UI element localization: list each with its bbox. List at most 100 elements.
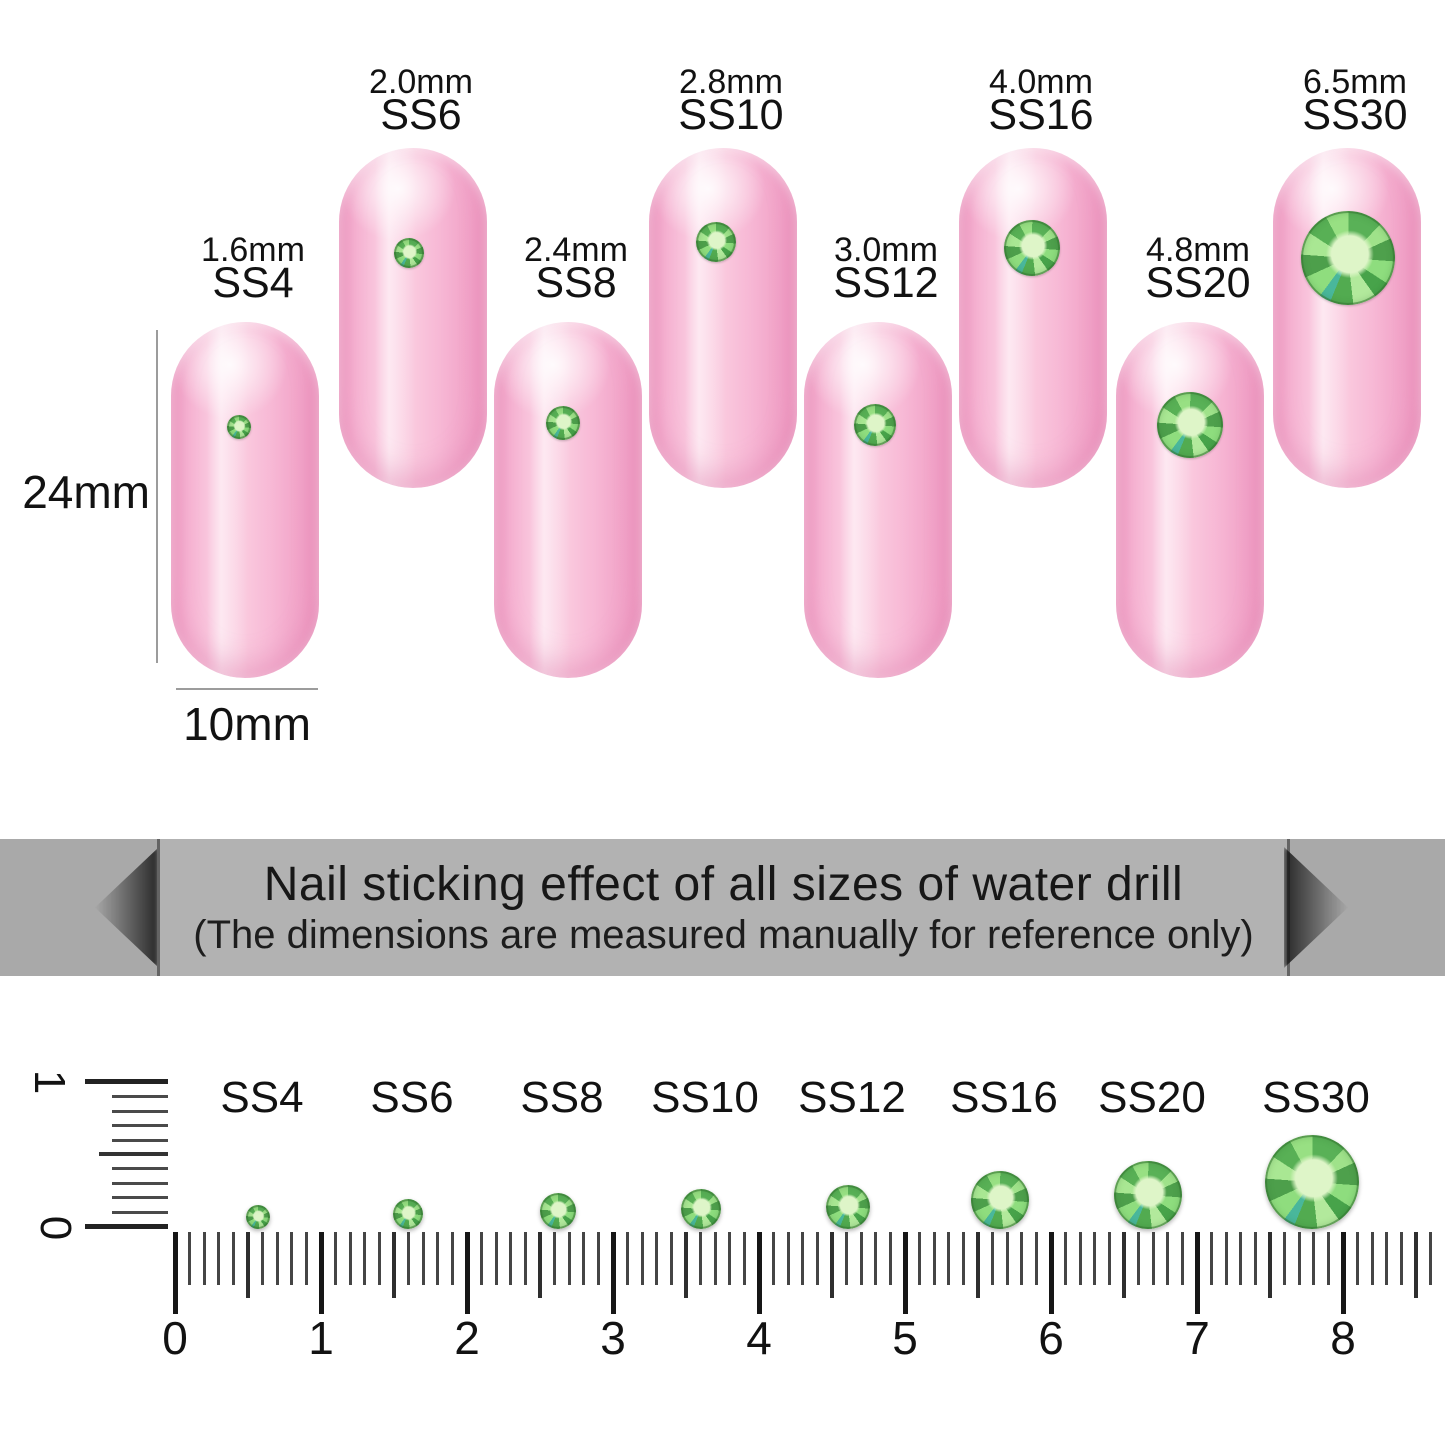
gem-ss10-on-ruler — [681, 1189, 721, 1229]
ruler-tick-mm — [961, 1232, 965, 1285]
ruler-number-0: 0 — [162, 1312, 188, 1364]
ruler-tick-mm — [713, 1232, 717, 1285]
gem-ss16-on-ruler — [971, 1171, 1029, 1229]
ruler-tick-mm — [1370, 1232, 1374, 1285]
nail-ss10 — [649, 148, 797, 488]
vruler-tick-mm — [112, 1167, 168, 1170]
ruler-tick-cm — [318, 1232, 324, 1314]
ruler-tick-cm — [1340, 1232, 1346, 1314]
label-ss12-size: SS12 — [833, 259, 939, 307]
ruler-tick-cm — [172, 1232, 178, 1314]
ruler-tick-mm — [231, 1232, 235, 1285]
ruler-tick-mm — [1239, 1232, 1243, 1285]
gem-ss12-on-nail — [854, 404, 896, 446]
ruler-tick-halfcm — [246, 1232, 250, 1298]
ruler-tick-mm — [363, 1232, 367, 1285]
ruler-tick-mm — [1093, 1232, 1097, 1285]
vruler-tick-mm — [112, 1139, 168, 1142]
ruler-tick-mm — [261, 1232, 265, 1285]
vruler-number-top: 1 — [24, 1069, 74, 1095]
nail-ss16 — [959, 148, 1107, 488]
width-dimension-line — [176, 688, 318, 690]
ruler-tick-mm — [728, 1232, 732, 1285]
vruler-tick-halfcm — [99, 1152, 168, 1156]
nail-ss30 — [1273, 148, 1421, 488]
ruler-tick-mm — [1312, 1232, 1316, 1285]
nail-ss8 — [494, 322, 642, 678]
ruler-number-8: 8 — [1330, 1312, 1356, 1364]
ruler-tick-halfcm — [830, 1232, 834, 1298]
banner-panel: Nail sticking effect of all sizes of wat… — [157, 839, 1290, 976]
gem-ss4-on-nail — [227, 415, 251, 439]
ruler-tick-mm — [596, 1232, 600, 1285]
gem-ss6-on-ruler — [393, 1199, 423, 1229]
gem-ss8-on-nail — [546, 406, 580, 440]
ruler-tick-cm — [610, 1232, 616, 1314]
ruler-tick-mm — [480, 1232, 484, 1285]
gem-ss30-on-ruler — [1265, 1135, 1359, 1229]
label-ss6-size: SS6 — [380, 91, 462, 139]
ruler-tick-mm — [1399, 1232, 1403, 1285]
ruler-tick-cm — [902, 1232, 908, 1314]
ruler-number-2: 2 — [454, 1312, 480, 1364]
label-ss8-ruler: SS8 — [520, 1073, 604, 1122]
ruler-tick-mm — [1151, 1232, 1155, 1285]
width-dimension-label: 10mm — [183, 698, 311, 750]
ruler-number-7: 7 — [1184, 1312, 1210, 1364]
vruler-tick-cm — [85, 1079, 168, 1084]
vruler-tick-mm — [112, 1110, 168, 1113]
nail-ss12 — [804, 322, 952, 678]
ruler-tick-mm — [377, 1232, 381, 1285]
gem-ss30-on-nail — [1301, 211, 1395, 305]
ruler-tick-mm — [1210, 1232, 1214, 1285]
label-ss4-mm: 1.6mm — [201, 231, 305, 269]
ruler-number-4: 4 — [746, 1312, 772, 1364]
ruler-tick-mm — [1297, 1232, 1301, 1285]
ruler-tick-mm — [275, 1232, 279, 1285]
label-ss10-ruler: SS10 — [651, 1073, 759, 1122]
vruler-tick-mm — [112, 1211, 168, 1214]
ruler-tick-mm — [436, 1232, 440, 1285]
label-ss16-mm: 4.0mm — [989, 63, 1093, 101]
ruler-tick-mm — [1107, 1232, 1111, 1285]
gem-ss6-on-nail — [394, 238, 424, 268]
nail-ss20 — [1116, 322, 1264, 678]
ruler-tick-cm — [1048, 1232, 1054, 1314]
ruler-number-3: 3 — [600, 1312, 626, 1364]
ruler-tick-mm — [509, 1232, 513, 1285]
ribbon-fold-right-icon — [1284, 847, 1348, 968]
nail-ss4 — [171, 322, 319, 678]
ruler-number-5: 5 — [892, 1312, 918, 1364]
ruler-tick-mm — [450, 1232, 454, 1285]
ruler-tick-mm — [699, 1232, 703, 1285]
vruler-tick-cm — [85, 1224, 168, 1229]
label-ss6-mm: 2.0mm — [369, 63, 473, 101]
ruler-tick-mm — [1385, 1232, 1389, 1285]
ruler-tick-mm — [947, 1232, 951, 1285]
ruler-tick-mm — [494, 1232, 498, 1285]
gem-ss12-on-ruler — [826, 1185, 870, 1229]
ruler-tick-mm — [1429, 1232, 1433, 1285]
ruler-tick-mm — [1356, 1232, 1360, 1285]
label-ss8-size: SS8 — [535, 259, 617, 307]
ruler-tick-mm — [290, 1232, 294, 1285]
label-ss12-ruler: SS12 — [798, 1073, 906, 1122]
ribbon-fold-left-icon — [95, 847, 159, 968]
label-ss6-ruler: SS6 — [370, 1073, 454, 1122]
gem-ss16-on-nail — [1004, 220, 1060, 276]
label-ss30-size: SS30 — [1302, 91, 1408, 139]
gem-ss20-on-nail — [1157, 392, 1223, 458]
ruler-tick-mm — [567, 1232, 571, 1285]
label-ss20-mm: 4.8mm — [1146, 231, 1250, 269]
label-ss20-size: SS20 — [1145, 259, 1251, 307]
vruler-tick-mm — [112, 1196, 168, 1199]
ruler-tick-mm — [1137, 1232, 1141, 1285]
ruler-tick-mm — [217, 1232, 221, 1285]
ruler-tick-mm — [859, 1232, 863, 1285]
ruler-tick-mm — [815, 1232, 819, 1285]
ruler-tick-cm — [756, 1232, 762, 1314]
ruler-tick-halfcm — [1268, 1232, 1272, 1298]
ruler-tick-mm — [202, 1232, 206, 1285]
ruler-tick-halfcm — [392, 1232, 396, 1298]
